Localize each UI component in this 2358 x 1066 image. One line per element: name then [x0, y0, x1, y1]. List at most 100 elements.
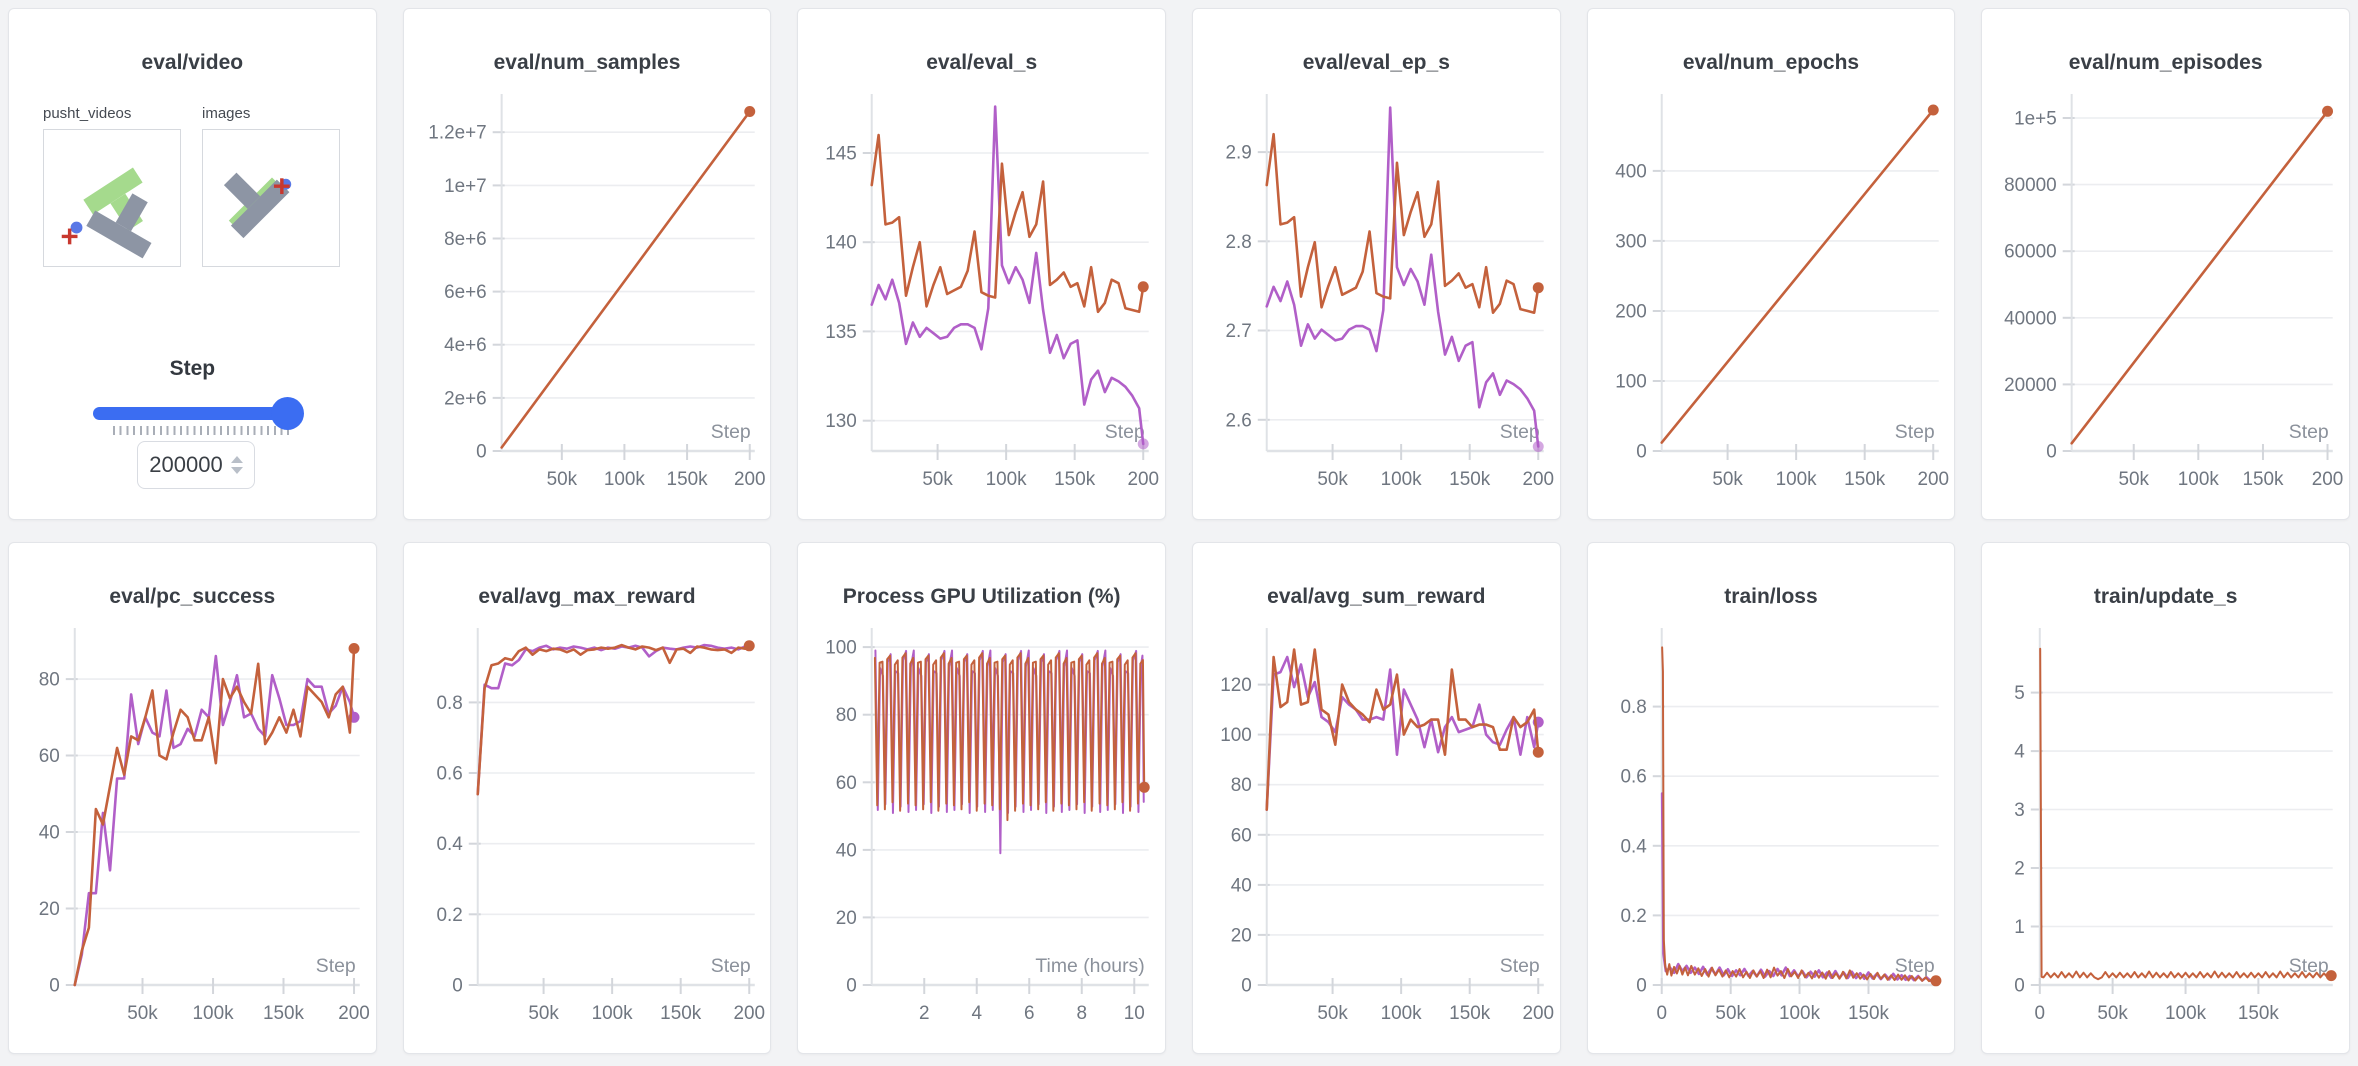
chart-panel-eval-eval_s: eval/eval_s 130 135 140 145 50k 100k 150k 200 St… [797, 8, 1166, 520]
x-axis-label: Step [316, 955, 356, 977]
y-tick-label: 0.8 [1620, 697, 1646, 718]
step-slider-track[interactable] [93, 407, 303, 420]
y-tick-label: 0.4 [1620, 836, 1646, 857]
chart-title: eval/avg_max_reward [478, 585, 696, 608]
x-tick-label: 100k [1381, 1003, 1423, 1024]
y-tick-label: 0.2 [436, 905, 462, 926]
series-line-orange [476, 643, 751, 796]
step-value-input[interactable]: 200000 [137, 441, 255, 489]
y-tick-label: 80000 [2004, 175, 2057, 196]
y-tick-label: 5 [2015, 683, 2026, 704]
chart-panel-train-update_s: train/update_s 0 1 2 3 4 5 0 50k 100k 150k Step [1981, 542, 2350, 1054]
y-tick-label: 100 [1220, 725, 1252, 746]
series-line-orange [73, 647, 356, 987]
chart-panel-train-loss: train/loss 0 0.2 0.4 0.6 0.8 0 50k 100k 150k Step [1586, 542, 1956, 1054]
x-tick-label: 150k [1449, 1003, 1491, 1024]
x-tick-label: 200 [1522, 469, 1554, 490]
step-slider-handle[interactable] [271, 397, 304, 430]
y-tick-label: 0.4 [436, 834, 462, 855]
y-tick-label: 2.7 [1225, 321, 1251, 342]
y-tick-label: 80 [1231, 775, 1252, 796]
series-endpoint-dot-orange [1930, 975, 1942, 987]
chart-plot[interactable]: 0 1 2 3 4 5 0 50k 100k 150k Step [1982, 615, 2349, 1051]
pusht-video-frame [61, 167, 152, 259]
y-tick-label: 0 [476, 441, 487, 462]
chart-plot[interactable]: 0 20 40 60 80 100 120 50k 100k 150k 200 Step [1193, 615, 1560, 1051]
chart-plot[interactable]: 0 100 200 300 400 50k 100k 150k 200 Step [1588, 81, 1955, 517]
x-axis-label: Step [710, 421, 750, 443]
x-axis-label: Step [1500, 421, 1540, 443]
y-tick-label: 20000 [2004, 375, 2057, 396]
y-tick-label: 3 [2015, 800, 2026, 821]
chart-title: eval/pc_success [109, 585, 276, 608]
y-tick-label: 4e+6 [444, 335, 487, 356]
x-tick-label: 100k [2165, 1003, 2207, 1024]
x-tick-label: 150k [2243, 469, 2285, 490]
chart-title: Process GPU Utilization (%) [842, 585, 1121, 608]
chart-plot[interactable]: 0 2e+6 4e+6 6e+6 8e+6 1e+7 1.2e+7 50k 100k 150k 20… [404, 81, 771, 517]
chart-plot[interactable]: 2.6 2.7 2.8 2.9 50k 100k 150k 200 Step [1193, 81, 1560, 517]
series-line-purple [476, 643, 751, 796]
video-thumb-label-images: images [202, 105, 251, 122]
chart-title: eval/eval_s [926, 51, 1038, 74]
y-tick-label: 130 [826, 411, 858, 432]
chart-title: train/update_s [2093, 585, 2238, 608]
y-tick-label: 2.8 [1225, 232, 1251, 253]
series-endpoint-dot-orange [2322, 105, 2334, 117]
y-tick-label: 2e+6 [444, 388, 487, 409]
chart-panel-eval-eval_ep_s: eval/eval_ep_s 2.6 2.7 2.8 2.9 50k 100k 150k 20… [1191, 8, 1561, 520]
y-tick-label: 140 [826, 233, 858, 254]
series-line-orange [500, 110, 751, 449]
x-tick-label: 50k [127, 1003, 158, 1024]
series-line-orange [1265, 648, 1540, 811]
series-endpoint-dot-orange [1138, 281, 1150, 293]
y-tick-label: 8e+6 [444, 229, 487, 250]
y-tick-label: 80 [836, 705, 857, 726]
y-tick-label: 20 [39, 899, 60, 920]
x-axis-label: Step [710, 955, 750, 977]
y-tick-label: 100 [1615, 371, 1647, 392]
y-tick-label: 4 [2015, 742, 2026, 763]
x-tick-label: 150k [1054, 469, 1096, 490]
x-tick-label: 50k [1712, 469, 1743, 490]
chart-title: eval/num_episodes [2068, 51, 2263, 74]
x-tick-label: 50k [528, 1003, 559, 1024]
stepper-arrows[interactable] [230, 456, 243, 474]
chart-panel-eval-avg_max_reward: eval/avg_max_reward 0 0.2 0.4 0.6 0.8 50k 100k… [402, 542, 772, 1054]
x-tick-label: 200 [734, 469, 766, 490]
chart-plot[interactable]: 0 20000 40000 60000 80000 1e+5 50k 100k 150k 200 S… [1982, 81, 2349, 517]
spinner-down-icon[interactable] [230, 467, 243, 474]
y-tick-label: 40 [836, 840, 857, 861]
y-tick-label: 6e+6 [444, 282, 487, 303]
chart-plot[interactable]: 0 0.2 0.4 0.6 0.8 50k 100k 150k 200 Step [404, 615, 771, 1051]
y-tick-label: 2.9 [1225, 143, 1251, 164]
x-tick-label: 50k [1715, 1003, 1746, 1024]
x-tick-label: 200 [2312, 469, 2344, 490]
x-tick-label: 100k [604, 469, 646, 490]
pusht-goal-cross-icon [61, 228, 78, 245]
y-tick-label: 1e+5 [2014, 108, 2057, 129]
chart-plot[interactable]: 130 135 140 145 50k 100k 150k 200 Step [798, 81, 1165, 517]
chart-plot[interactable]: 0 0.2 0.4 0.6 0.8 0 50k 100k 150k Step [1588, 615, 1955, 1051]
y-tick-label: 200 [1615, 301, 1647, 322]
chart-plot[interactable]: 0 20 40 60 80 50k 100k 150k 200 Step [9, 615, 376, 1051]
y-tick-label: 0 [2047, 441, 2058, 462]
x-tick-label: 150k [1848, 1003, 1890, 1024]
x-tick-label: 50k [546, 469, 577, 490]
series-line-purple [73, 654, 356, 987]
x-tick-label: 50k [1317, 469, 1348, 490]
y-tick-label: 0 [1636, 441, 1647, 462]
video-thumb-images[interactable] [202, 129, 340, 267]
pusht-block-t-shape [223, 172, 290, 239]
y-tick-label: 120 [1220, 675, 1252, 696]
y-tick-label: 1e+7 [444, 176, 487, 197]
x-tick-label: 0 [1656, 1003, 1667, 1024]
y-tick-label: 60000 [2004, 242, 2057, 263]
spinner-up-icon[interactable] [230, 456, 243, 463]
video-thumb-pusht-videos[interactable] [43, 129, 181, 267]
chart-plot[interactable]: 0 20 40 60 80 100 2 4 6 8 10 Time (hours) [798, 615, 1165, 1051]
series-line-purple [1265, 655, 1540, 811]
chart-panel-eval-num_epochs: eval/num_epochs 0 100 200 300 400 50k 100k 150k… [1586, 8, 1956, 520]
series-endpoint-dot-orange [743, 640, 755, 652]
